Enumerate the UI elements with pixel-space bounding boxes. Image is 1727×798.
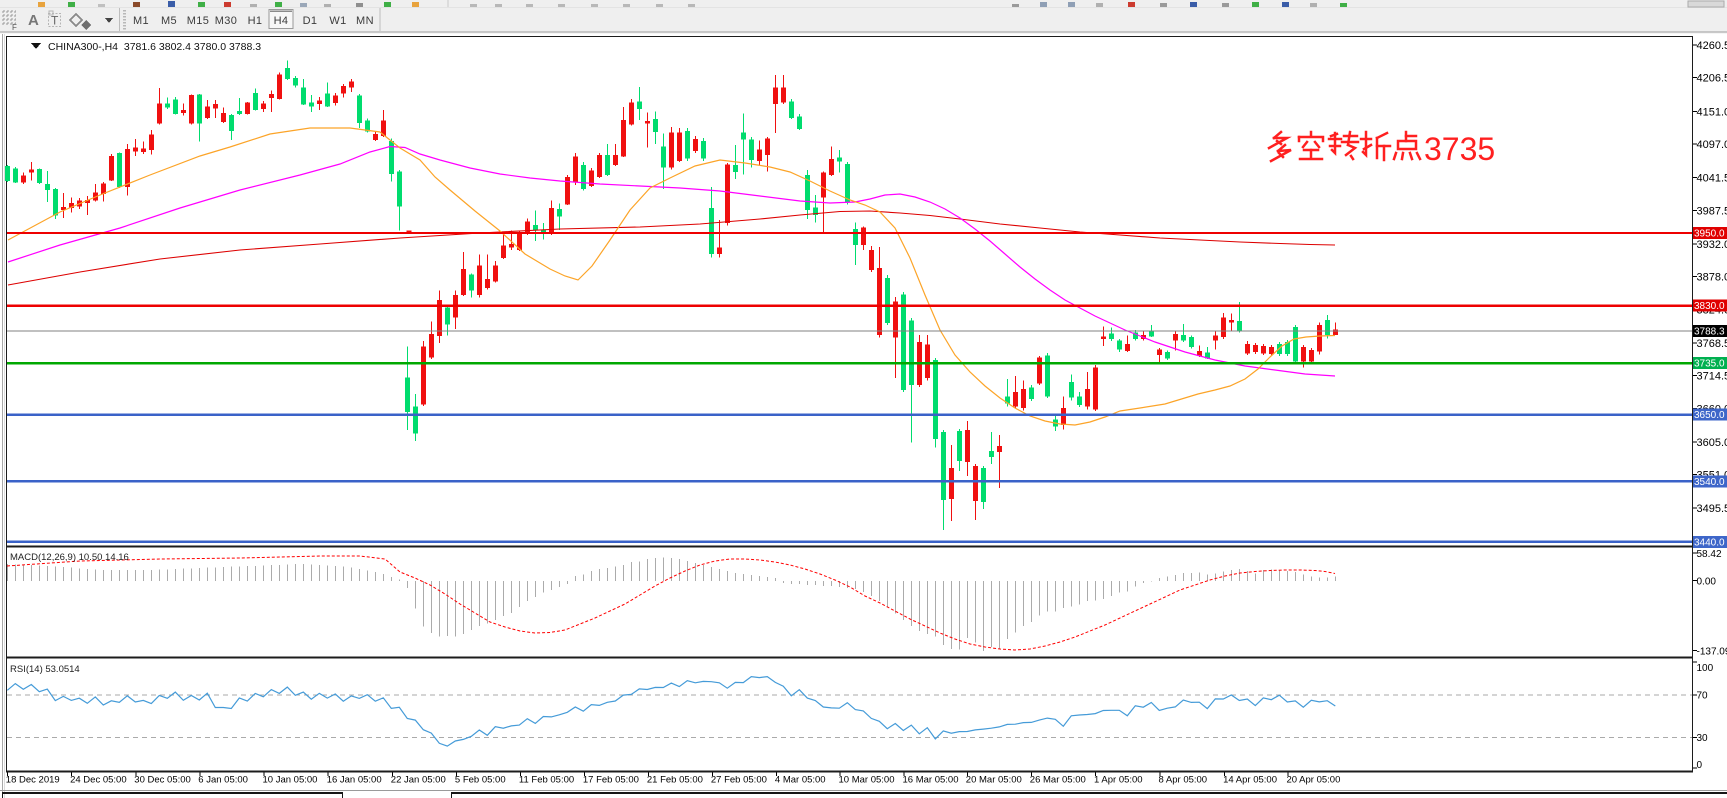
svg-text:20 Apr 05:00: 20 Apr 05:00 (1287, 775, 1341, 786)
svg-text:3932.0: 3932.0 (1697, 239, 1727, 251)
svg-text:24 Dec 05:00: 24 Dec 05:00 (70, 775, 127, 786)
svg-text:3768.5: 3768.5 (1697, 338, 1727, 350)
svg-text:4206.5: 4206.5 (1697, 73, 1727, 85)
svg-text:16 Mar 05:00: 16 Mar 05:00 (903, 775, 959, 786)
svg-text:58.42: 58.42 (1697, 549, 1722, 560)
svg-text:30 Dec 05:00: 30 Dec 05:00 (134, 775, 191, 786)
svg-text:4151.0: 4151.0 (1697, 106, 1727, 118)
svg-text:MACD(12,26,9) 10.50 14.16: MACD(12,26,9) 10.50 14.16 (10, 552, 129, 563)
svg-text:3735: 3735 (1424, 131, 1495, 167)
svg-text:3987.5: 3987.5 (1697, 205, 1727, 217)
svg-text:3440.0: 3440.0 (1694, 537, 1725, 548)
svg-text:3605.0: 3605.0 (1697, 437, 1727, 449)
svg-text:70: 70 (1697, 691, 1709, 702)
svg-text:3788.3: 3788.3 (1694, 326, 1725, 337)
svg-text:6 Jan 05:00: 6 Jan 05:00 (198, 775, 248, 786)
svg-text:M30: M30 (215, 15, 238, 27)
svg-text:3495.5: 3495.5 (1697, 503, 1727, 515)
svg-text:4097.0: 4097.0 (1697, 139, 1727, 151)
svg-text:MN: MN (356, 15, 374, 27)
svg-text:3650.0: 3650.0 (1694, 410, 1725, 421)
svg-text:17 Feb 05:00: 17 Feb 05:00 (583, 775, 639, 786)
svg-text:3830.0: 3830.0 (1694, 301, 1725, 312)
svg-text:4 Mar 05:00: 4 Mar 05:00 (775, 775, 826, 786)
svg-text:3735.0: 3735.0 (1694, 359, 1725, 370)
svg-text:D1: D1 (303, 15, 318, 27)
svg-text:10 Mar 05:00: 10 Mar 05:00 (839, 775, 895, 786)
svg-text:W1: W1 (329, 15, 346, 27)
svg-text:30: 30 (1697, 733, 1709, 744)
svg-text:8 Apr 05:00: 8 Apr 05:00 (1159, 775, 1208, 786)
svg-text:11 Feb 05:00: 11 Feb 05:00 (519, 775, 574, 786)
svg-text:A: A (28, 12, 39, 29)
svg-text:100: 100 (1697, 663, 1714, 674)
svg-text:RSI(14) 53.0514: RSI(14) 53.0514 (10, 664, 80, 675)
svg-text:3540.0: 3540.0 (1694, 477, 1725, 488)
svg-text:M5: M5 (161, 15, 177, 27)
svg-text:21 Feb 05:00: 21 Feb 05:00 (647, 775, 703, 786)
svg-text:-137.09: -137.09 (1697, 646, 1727, 657)
svg-text:T: T (51, 14, 59, 28)
svg-text:5 Feb 05:00: 5 Feb 05:00 (455, 775, 506, 786)
svg-text:3714.5: 3714.5 (1697, 371, 1727, 383)
svg-text:18 Dec 2019: 18 Dec 2019 (6, 775, 60, 786)
svg-text:F: F (12, 23, 17, 32)
svg-text:M15: M15 (187, 15, 210, 27)
svg-text:20 Mar 05:00: 20 Mar 05:00 (966, 775, 1022, 786)
svg-text:3950.0: 3950.0 (1694, 229, 1725, 240)
svg-text:0.00: 0.00 (1697, 577, 1717, 588)
svg-text:27 Feb 05:00: 27 Feb 05:00 (711, 775, 767, 786)
svg-text:4041.5: 4041.5 (1697, 173, 1727, 185)
svg-text:14 Apr 05:00: 14 Apr 05:00 (1223, 775, 1277, 786)
svg-text:H1: H1 (248, 15, 263, 27)
svg-text:1 Apr 05:00: 1 Apr 05:00 (1094, 775, 1143, 786)
svg-text:16 Jan 05:00: 16 Jan 05:00 (327, 775, 382, 786)
svg-text:3878.0: 3878.0 (1697, 272, 1727, 284)
svg-text:4260.5: 4260.5 (1697, 40, 1727, 52)
svg-text:H4: H4 (274, 15, 289, 27)
svg-text:10 Jan 05:00: 10 Jan 05:00 (263, 775, 318, 786)
svg-text:22 Jan 05:00: 22 Jan 05:00 (391, 775, 446, 786)
svg-text:M1: M1 (133, 15, 149, 27)
svg-text:CHINA300-,H4 3781.6 3802.4 37: CHINA300-,H4 3781.6 3802.4 3780.0 3788.3 (48, 41, 261, 53)
svg-text:0: 0 (1697, 760, 1703, 771)
svg-text:26 Mar 05:00: 26 Mar 05:00 (1030, 775, 1086, 786)
